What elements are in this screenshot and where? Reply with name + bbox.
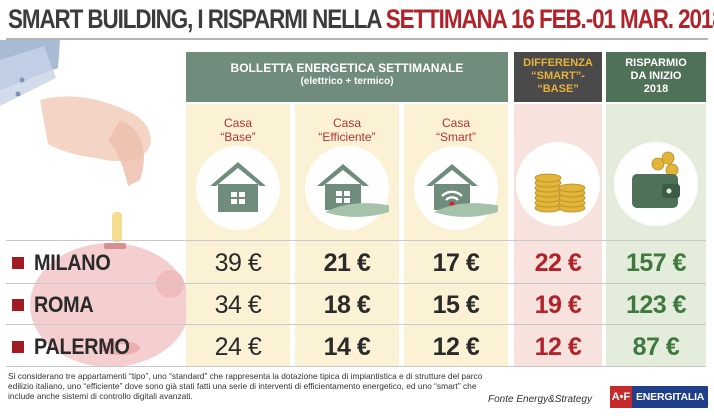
bolletta-header-subtitle: (elettrico + termico) bbox=[300, 76, 394, 87]
differenza-header-line-3: “BASE” bbox=[537, 83, 579, 95]
casa-smart-label-line-2: “Smart” bbox=[436, 130, 476, 144]
value-base: 24 € bbox=[214, 333, 262, 361]
value-smart: 15 € bbox=[432, 291, 480, 319]
column-casa-efficiente: Casa “Efficiente” bbox=[295, 104, 399, 366]
risparmio-header: RISPARMIO DA INIZIO 2018 bbox=[606, 52, 706, 102]
value-differenza: 22 € bbox=[534, 249, 582, 277]
city-name: PALERMO bbox=[34, 334, 130, 359]
value-smart: 12 € bbox=[432, 333, 480, 361]
house-leaf-icon bbox=[305, 146, 389, 230]
source-credit: Fonte Energy&Strategy bbox=[488, 394, 592, 405]
risparmio-header-line-3: 2018 bbox=[643, 83, 669, 95]
energitalia-logo: A•F ENERGITALIA bbox=[610, 386, 708, 408]
column-casa-base: Casa “Base” bbox=[186, 104, 290, 366]
house-icon bbox=[196, 146, 280, 230]
value-risparmio: 87 € bbox=[632, 333, 680, 361]
city-name: ROMA bbox=[34, 292, 94, 317]
footnote: Si considerano tre appartamenti “tipo”, … bbox=[8, 371, 483, 401]
wallet-icon bbox=[614, 142, 698, 226]
value-risparmio: 123 € bbox=[625, 291, 687, 319]
title-divider bbox=[6, 38, 708, 40]
value-base: 39 € bbox=[214, 249, 262, 277]
differenza-header: DIFFERENZA “SMART”- “BASE” bbox=[514, 52, 602, 102]
differenza-header-line-1: DIFFERENZA bbox=[523, 57, 593, 69]
casa-base-label-line-1: Casa bbox=[223, 116, 252, 130]
casa-base-label-line-2: “Base” bbox=[220, 130, 256, 144]
casa-base-label: Casa “Base” bbox=[186, 116, 290, 144]
city-row-roma: ROMA bbox=[12, 290, 100, 320]
bolletta-header: BOLLETTA ENERGETICA SETTIMANALE (elettri… bbox=[186, 52, 508, 102]
differenza-header-line-2: “SMART”- bbox=[531, 70, 585, 82]
logo-mark: A•F bbox=[610, 386, 632, 408]
casa-efficiente-label-line-2: “Efficiente” bbox=[318, 130, 376, 144]
value-risparmio: 157 € bbox=[625, 249, 687, 277]
bullet-square bbox=[12, 341, 24, 353]
casa-efficiente-label-line-1: Casa bbox=[332, 116, 361, 130]
house-wifi-icon bbox=[414, 146, 498, 230]
casa-smart-label-line-1: Casa bbox=[441, 116, 470, 130]
city-row-milano: MILANO bbox=[12, 248, 119, 278]
row-divider bbox=[6, 366, 706, 367]
value-efficiente: 18 € bbox=[323, 291, 371, 319]
row-divider bbox=[6, 324, 706, 325]
value-efficiente: 21 € bbox=[323, 249, 371, 277]
bolletta-header-title: BOLLETTA ENERGETICA SETTIMANALE bbox=[230, 61, 464, 75]
row-divider bbox=[6, 240, 706, 241]
piggy-bank-icon bbox=[0, 40, 190, 367]
city-row-palermo: PALERMO bbox=[12, 332, 140, 362]
value-efficiente: 14 € bbox=[323, 333, 371, 361]
column-risparmio bbox=[606, 104, 706, 366]
column-casa-smart: Casa “Smart” bbox=[404, 104, 508, 366]
row-divider bbox=[6, 283, 706, 284]
title-part-2: SETTIMANA 16 FEB.-01 MAR. 2018 bbox=[385, 4, 714, 34]
bullet-square bbox=[12, 257, 24, 269]
casa-smart-label: Casa “Smart” bbox=[404, 116, 508, 144]
column-differenza bbox=[514, 104, 602, 366]
risparmio-header-line-2: DA INIZIO bbox=[630, 70, 682, 82]
value-differenza: 19 € bbox=[534, 291, 582, 319]
value-base: 34 € bbox=[214, 291, 262, 319]
value-differenza: 12 € bbox=[534, 333, 582, 361]
coins-icon bbox=[516, 142, 600, 226]
city-name: MILANO bbox=[34, 250, 111, 275]
page-title: SMART BUILDING, I RISPARMI NELLA SETTIMA… bbox=[8, 4, 714, 40]
risparmio-header-line-1: RISPARMIO bbox=[625, 57, 687, 69]
logo-text: ENERGITALIA bbox=[636, 391, 705, 403]
title-part-1: SMART BUILDING, I RISPARMI NELLA bbox=[8, 4, 386, 34]
casa-efficiente-label: Casa “Efficiente” bbox=[295, 116, 399, 144]
value-smart: 17 € bbox=[432, 249, 480, 277]
bullet-square bbox=[12, 299, 24, 311]
